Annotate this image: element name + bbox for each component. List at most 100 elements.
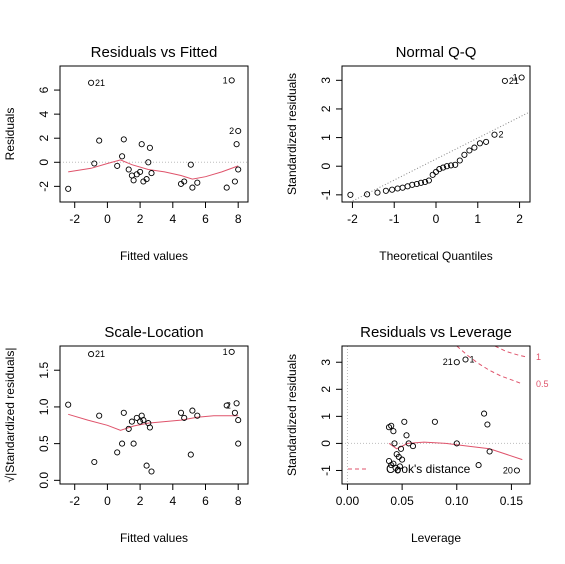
x-tick-label: 2 xyxy=(516,212,523,226)
y-tick-label: 2 xyxy=(37,135,51,142)
x-tick-label: 0.00 xyxy=(336,494,360,508)
data-point xyxy=(114,449,121,456)
point-label: 2 xyxy=(229,126,234,136)
data-point xyxy=(374,189,381,196)
data-point xyxy=(422,178,429,186)
data-point xyxy=(119,440,126,447)
data-point xyxy=(475,462,482,469)
data-point xyxy=(409,443,417,450)
x-tick-label: 0 xyxy=(104,494,111,508)
plot-area xyxy=(349,111,530,202)
point-label: 1 xyxy=(470,355,475,365)
data-point xyxy=(65,401,72,408)
plot-frame xyxy=(341,345,531,485)
data-point xyxy=(231,409,238,416)
data-point xyxy=(233,400,240,407)
data-point xyxy=(143,462,150,469)
data-point xyxy=(390,428,397,435)
smooth-line xyxy=(68,413,239,431)
data-point xyxy=(466,147,473,154)
x-tick-label: 0.10 xyxy=(445,494,469,508)
x-axis-label: Fitted values xyxy=(120,531,188,545)
panel-title: Scale-Location xyxy=(104,324,203,341)
chart-panel-3: 21 1 2 -2 0 2 4 6 8 0.0 0.5 1.0 1.5 Scale-Location Fit… xyxy=(3,324,249,545)
data-point xyxy=(391,440,398,447)
x-tick-label: 8 xyxy=(235,494,242,508)
x-tick-label: 6 xyxy=(202,212,209,226)
data-point xyxy=(96,137,103,144)
data-point xyxy=(140,417,147,424)
data-point xyxy=(417,179,425,186)
data-point xyxy=(382,187,389,194)
data-point xyxy=(405,440,412,447)
data-point xyxy=(432,168,440,175)
y-tick-label: -1 xyxy=(319,189,333,200)
x-tick-label: 6 xyxy=(202,494,209,508)
y-tick-label: 1.0 xyxy=(37,398,51,415)
data-point xyxy=(429,171,436,178)
smooth-line xyxy=(388,441,523,461)
data-point xyxy=(119,153,126,160)
plot-area xyxy=(60,159,248,180)
chart-panel-1: 21 1 2 -2 0 2 4 6 8 -2 0 2 4 6 Residuals vs Fitted Fitt… xyxy=(3,44,249,263)
y-tick-label: 0.5 xyxy=(37,435,51,452)
data-point xyxy=(409,181,416,188)
data-point xyxy=(513,467,520,474)
data-point xyxy=(148,170,155,177)
data-point xyxy=(235,127,242,135)
data-point xyxy=(443,163,450,170)
x-tick-label: 8 xyxy=(235,212,242,226)
y-tick-label: 3 xyxy=(319,359,333,366)
x-tick-label: 2 xyxy=(137,494,144,508)
data-point xyxy=(452,161,459,168)
data-point xyxy=(396,463,403,470)
data-point xyxy=(146,144,153,151)
y-tick-label: 2 xyxy=(319,386,333,393)
data-point xyxy=(128,418,135,425)
data-point xyxy=(389,186,396,193)
data-point xyxy=(137,418,144,425)
data-point xyxy=(88,79,95,86)
data-point xyxy=(403,432,410,439)
data-point xyxy=(491,131,498,138)
point-label: 21 xyxy=(443,357,453,367)
cooks-distance-contour xyxy=(456,346,523,385)
x-axis-label: Fitted values xyxy=(120,249,188,263)
data-point xyxy=(148,468,155,475)
panel-title: Residuals vs Leverage xyxy=(360,324,512,341)
y-tick-label: 1 xyxy=(319,413,333,420)
y-axis-label: √|Standardized residuals| xyxy=(3,348,17,483)
cooks-legend-label: Cook's distance xyxy=(386,462,471,476)
data-point xyxy=(413,180,420,188)
data-point xyxy=(228,348,235,355)
y-tick-label: 0 xyxy=(319,440,333,447)
data-point xyxy=(486,448,493,455)
data-point xyxy=(189,407,196,414)
x-axis-label: Leverage xyxy=(411,531,461,545)
x-tick-label: -2 xyxy=(69,494,80,508)
data-point xyxy=(138,141,145,148)
plot-frame xyxy=(59,65,249,203)
y-tick-label: 0 xyxy=(37,159,51,166)
data-point xyxy=(231,178,238,185)
data-point xyxy=(440,164,447,171)
plot-frame xyxy=(59,345,249,485)
point-label: 1 xyxy=(513,72,518,82)
data-point xyxy=(194,412,201,419)
data-point xyxy=(501,77,508,84)
y-tick-label: 3 xyxy=(319,77,333,84)
cooks-level-label: 0.5 xyxy=(536,379,549,389)
data-point xyxy=(484,421,491,428)
data-point xyxy=(120,136,127,143)
data-point xyxy=(397,445,405,452)
data-point xyxy=(399,456,406,463)
data-point xyxy=(65,185,72,192)
data-point xyxy=(399,184,406,191)
data-point xyxy=(483,138,490,145)
data-point xyxy=(189,184,196,191)
y-tick-label: 2 xyxy=(319,105,333,112)
data-point xyxy=(436,166,443,173)
data-point xyxy=(114,162,121,169)
